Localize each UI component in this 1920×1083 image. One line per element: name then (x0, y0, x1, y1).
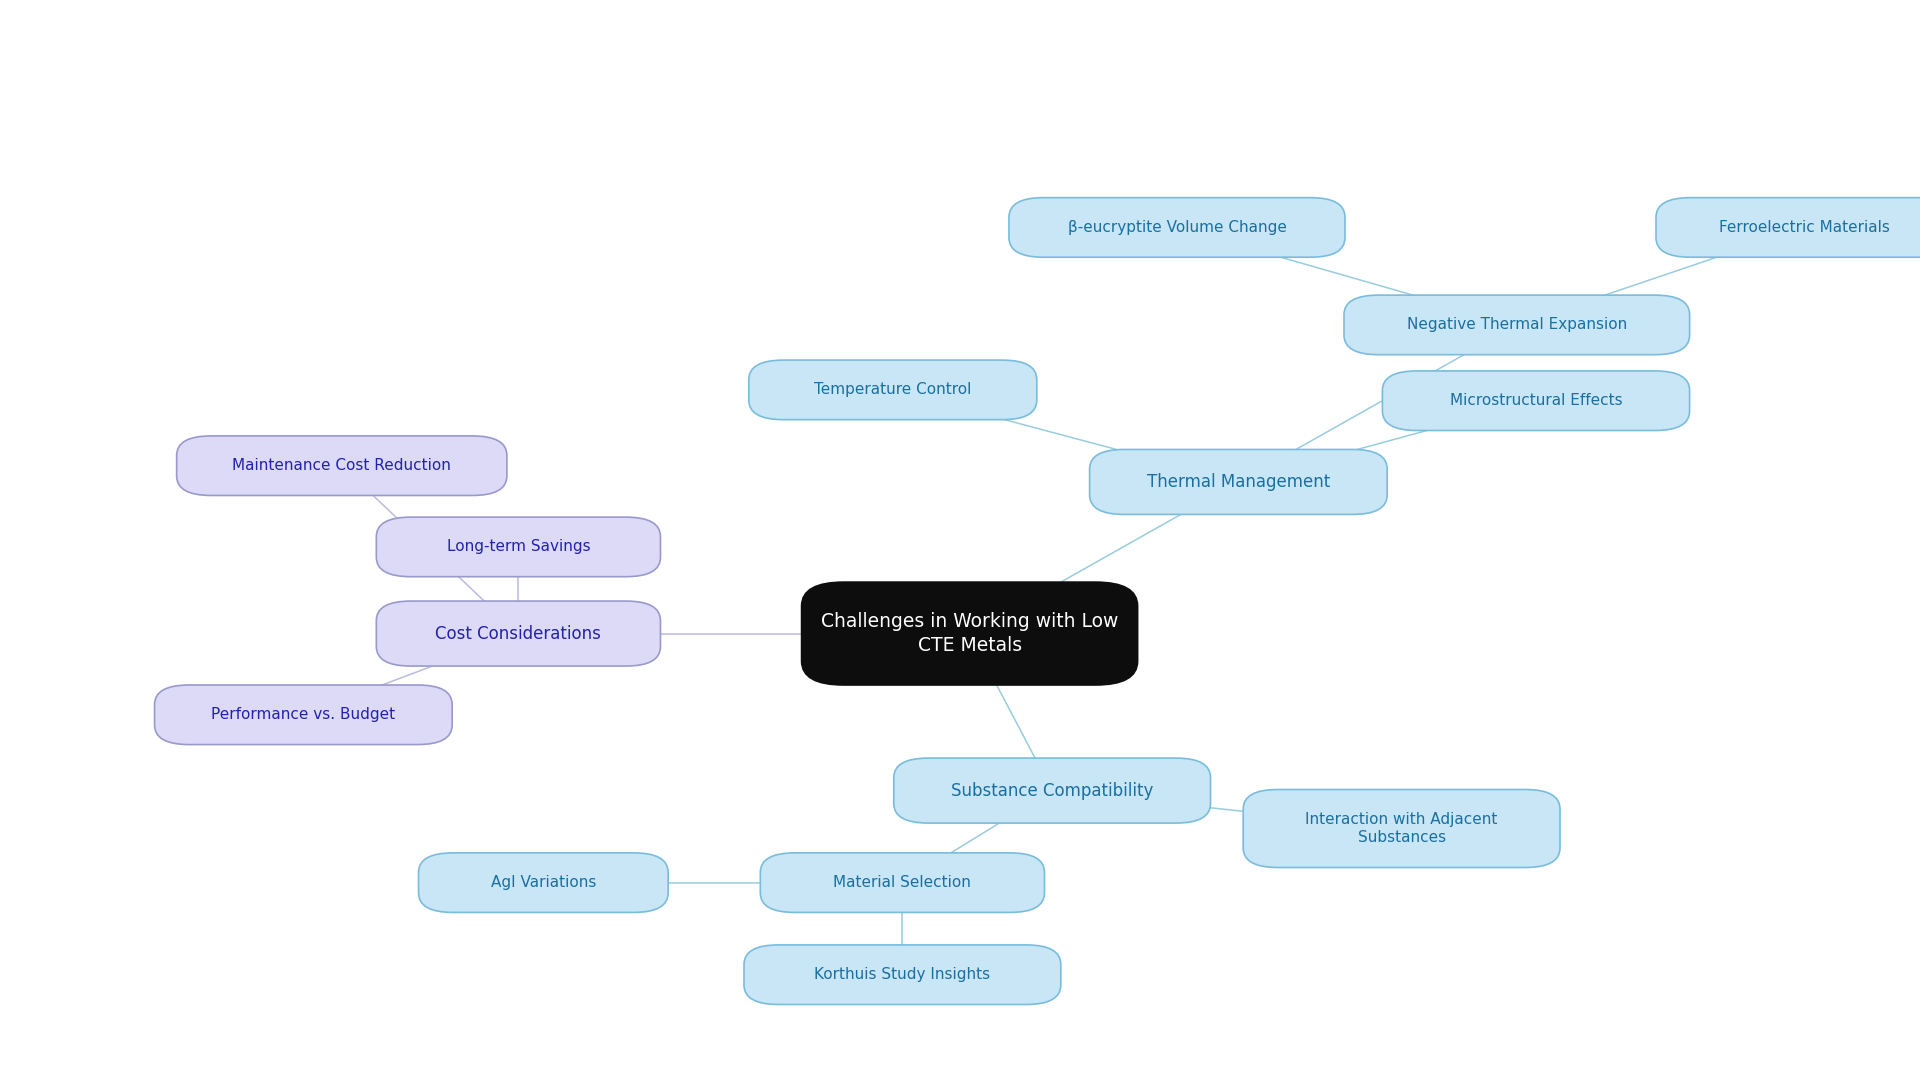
FancyBboxPatch shape (760, 853, 1044, 912)
FancyBboxPatch shape (376, 518, 660, 577)
Text: AgI Variations: AgI Variations (492, 875, 595, 890)
Text: Performance vs. Budget: Performance vs. Budget (211, 707, 396, 722)
Text: Microstructural Effects: Microstructural Effects (1450, 393, 1622, 408)
FancyBboxPatch shape (419, 853, 668, 912)
FancyBboxPatch shape (154, 686, 453, 745)
FancyBboxPatch shape (1242, 790, 1559, 867)
Text: Long-term Savings: Long-term Savings (447, 539, 589, 554)
FancyBboxPatch shape (1010, 197, 1344, 258)
Text: Challenges in Working with Low
CTE Metals: Challenges in Working with Low CTE Metal… (822, 612, 1117, 655)
Text: Negative Thermal Expansion: Negative Thermal Expansion (1407, 317, 1626, 332)
FancyBboxPatch shape (376, 601, 660, 666)
FancyBboxPatch shape (743, 944, 1060, 1005)
FancyBboxPatch shape (1089, 449, 1386, 514)
FancyBboxPatch shape (749, 360, 1037, 419)
Text: Material Selection: Material Selection (833, 875, 972, 890)
FancyBboxPatch shape (177, 435, 507, 496)
Text: Interaction with Adjacent
Substances: Interaction with Adjacent Substances (1306, 811, 1498, 846)
Text: Korthuis Study Insights: Korthuis Study Insights (814, 967, 991, 982)
FancyBboxPatch shape (801, 583, 1137, 686)
FancyBboxPatch shape (1655, 197, 1920, 258)
Text: Ferroelectric Materials: Ferroelectric Materials (1720, 220, 1889, 235)
Text: β-eucryptite Volume Change: β-eucryptite Volume Change (1068, 220, 1286, 235)
FancyBboxPatch shape (1344, 295, 1690, 355)
Text: Maintenance Cost Reduction: Maintenance Cost Reduction (232, 458, 451, 473)
Text: Temperature Control: Temperature Control (814, 382, 972, 397)
FancyBboxPatch shape (1382, 370, 1690, 430)
Text: Cost Considerations: Cost Considerations (436, 625, 601, 642)
Text: Substance Compatibility: Substance Compatibility (950, 782, 1154, 799)
FancyBboxPatch shape (893, 758, 1212, 823)
Text: Thermal Management: Thermal Management (1146, 473, 1331, 491)
